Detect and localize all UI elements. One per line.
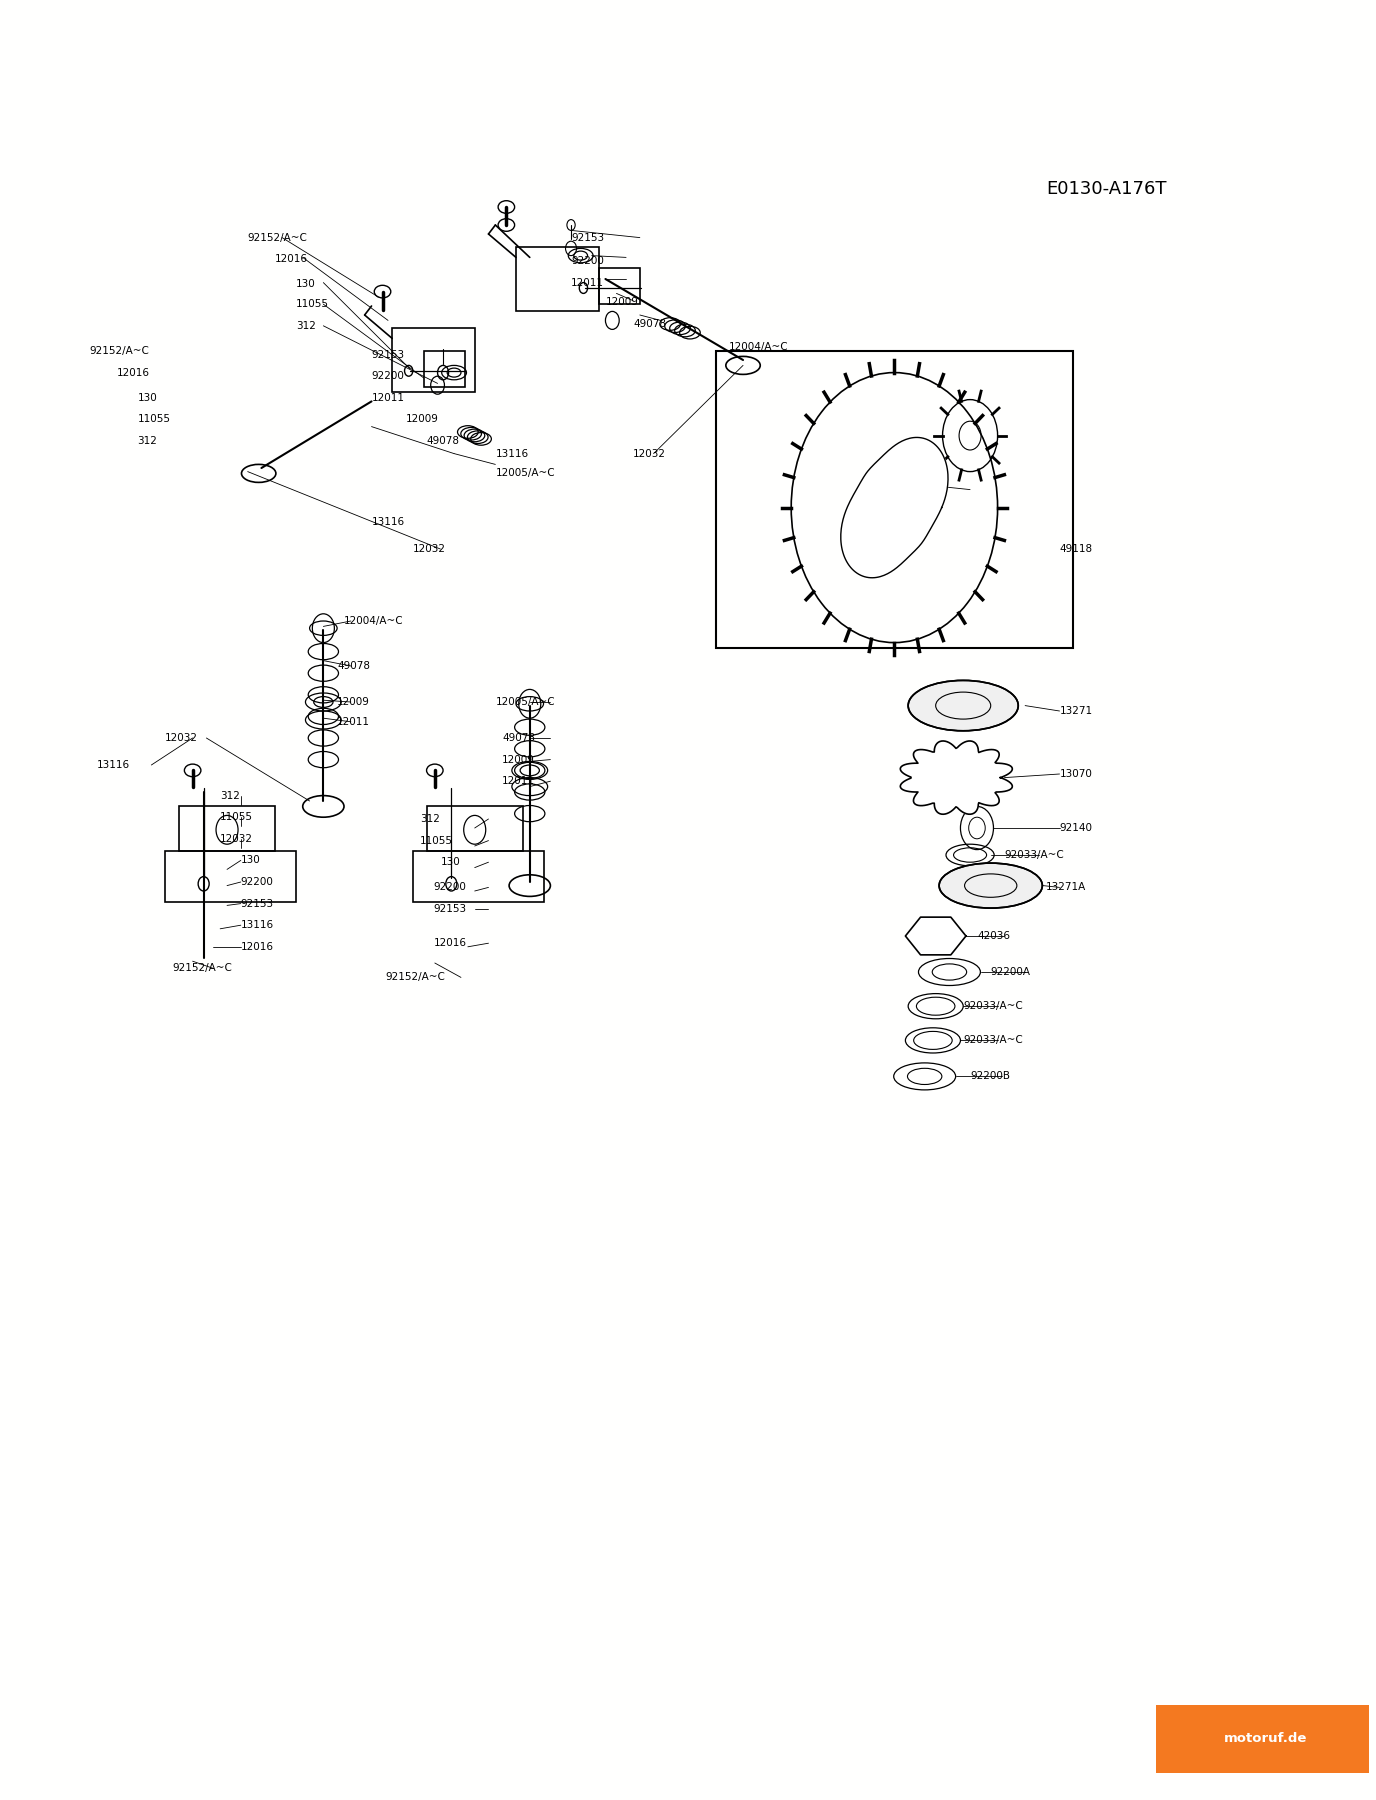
Text: 12032: 12032	[165, 733, 198, 743]
Text: motoruf.de: motoruf.de	[1225, 1732, 1307, 1746]
Text: 312: 312	[220, 790, 239, 801]
Text: 12032: 12032	[633, 448, 666, 459]
Text: 92033/A~C: 92033/A~C	[1004, 850, 1064, 860]
Text: 12005/A~C: 12005/A~C	[495, 697, 555, 707]
Text: 11055: 11055	[296, 299, 329, 310]
Text: 92153: 92153	[241, 898, 274, 909]
Text: 12011: 12011	[502, 776, 535, 787]
Text: 12004/A~C: 12004/A~C	[344, 616, 403, 626]
Text: 49078: 49078	[337, 661, 370, 671]
Text: 13116: 13116	[372, 517, 405, 527]
Bar	[179, 806, 275, 851]
Text: 130: 130	[296, 279, 315, 290]
Text: 12005/A~C: 12005/A~C	[495, 468, 555, 479]
Bar	[1156, 1705, 1369, 1773]
Text: 12011: 12011	[372, 392, 405, 403]
Text: 12009: 12009	[337, 697, 370, 707]
Text: 12009: 12009	[502, 754, 535, 765]
Text: 12016: 12016	[275, 254, 308, 265]
Text: 12011: 12011	[571, 277, 604, 288]
Text: 42036: 42036	[977, 931, 1010, 941]
Text: 312: 312	[138, 436, 157, 446]
Text: 13271A: 13271A	[1046, 882, 1086, 893]
Text: 92152/A~C: 92152/A~C	[172, 963, 233, 974]
Text: 11055: 11055	[220, 812, 253, 823]
Polygon shape	[905, 918, 966, 954]
Text: 12004/A~C: 12004/A~C	[729, 342, 788, 353]
Text: 12016: 12016	[241, 941, 274, 952]
Text: 130: 130	[138, 392, 157, 403]
Text: 130: 130	[440, 857, 460, 868]
Text: 11055: 11055	[138, 414, 171, 425]
Bar	[165, 851, 296, 902]
Bar	[427, 806, 523, 851]
Text: 12016: 12016	[433, 938, 466, 949]
Text: 49078: 49078	[502, 733, 535, 743]
Text: 11055: 11055	[420, 835, 453, 846]
Text: 92153: 92153	[433, 904, 466, 914]
Text: 12009: 12009	[605, 297, 638, 308]
Text: 92033/A~C: 92033/A~C	[963, 1035, 1022, 1046]
Text: 49118: 49118	[1060, 544, 1093, 554]
Text: 312: 312	[420, 814, 439, 824]
Text: 92200: 92200	[241, 877, 274, 887]
Bar	[392, 328, 475, 392]
Text: 13116: 13116	[96, 760, 129, 770]
Text: 92152/A~C: 92152/A~C	[89, 346, 150, 356]
Text: 92153: 92153	[571, 232, 604, 243]
Bar	[716, 351, 1073, 648]
Text: 92200: 92200	[372, 371, 405, 382]
Text: 13116: 13116	[495, 448, 528, 459]
Text: 92200: 92200	[433, 882, 466, 893]
Text: 92152/A~C: 92152/A~C	[248, 232, 308, 243]
Bar	[516, 247, 599, 311]
Bar	[413, 851, 544, 902]
Text: 12032: 12032	[413, 544, 446, 554]
Text: 13116: 13116	[241, 920, 274, 931]
Text: 92200B: 92200B	[970, 1071, 1010, 1082]
Polygon shape	[841, 437, 948, 578]
Text: 12016: 12016	[117, 367, 150, 378]
Text: 92153: 92153	[372, 349, 405, 360]
Text: 12032: 12032	[220, 833, 253, 844]
Text: 12011: 12011	[337, 716, 370, 727]
Text: 49078: 49078	[633, 319, 666, 329]
Text: 92140: 92140	[1060, 823, 1093, 833]
Text: 92152/A~C: 92152/A~C	[385, 972, 446, 983]
Bar	[599, 268, 640, 304]
Text: 13070: 13070	[1060, 769, 1093, 779]
Ellipse shape	[908, 680, 1018, 731]
Text: 13271: 13271	[1060, 706, 1093, 716]
Text: 12009: 12009	[406, 414, 439, 425]
Text: 130: 130	[241, 855, 260, 866]
Text: 92200: 92200	[571, 256, 604, 266]
Text: 92145: 92145	[908, 481, 941, 491]
Polygon shape	[900, 742, 1013, 814]
Text: E0130-A176T: E0130-A176T	[1046, 180, 1167, 198]
Ellipse shape	[938, 864, 1043, 907]
Text: 312: 312	[296, 320, 315, 331]
Text: 92200A: 92200A	[991, 967, 1031, 977]
Bar	[424, 351, 465, 387]
Text: 49078: 49078	[427, 436, 460, 446]
Text: 92033/A~C: 92033/A~C	[963, 1001, 1022, 1012]
